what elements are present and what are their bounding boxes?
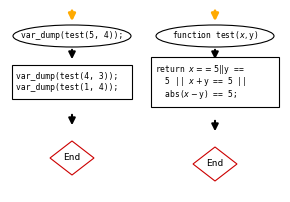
Text: var_dump(test(4, 3));: var_dump(test(4, 3)); bbox=[16, 72, 118, 81]
Text: End: End bbox=[206, 160, 224, 168]
Polygon shape bbox=[193, 147, 237, 181]
Text: var_dump(test(5, 4));: var_dump(test(5, 4)); bbox=[21, 32, 123, 40]
Text: return $x == 5 || $y ==: return $x == 5 || $y == bbox=[155, 63, 244, 76]
Text: End: End bbox=[64, 154, 81, 162]
Polygon shape bbox=[50, 141, 94, 175]
Text: abs($x - $y) == 5;: abs($x - $y) == 5; bbox=[155, 88, 237, 101]
Text: function test($x, $y): function test($x, $y) bbox=[172, 29, 258, 42]
Text: var_dump(test(1, 4));: var_dump(test(1, 4)); bbox=[16, 83, 118, 92]
Ellipse shape bbox=[13, 25, 131, 47]
Ellipse shape bbox=[156, 25, 274, 47]
Bar bbox=[151, 57, 279, 107]
Bar bbox=[12, 65, 132, 99]
Text: 5 || $x + $y == 5 ||: 5 || $x + $y == 5 || bbox=[155, 76, 246, 88]
